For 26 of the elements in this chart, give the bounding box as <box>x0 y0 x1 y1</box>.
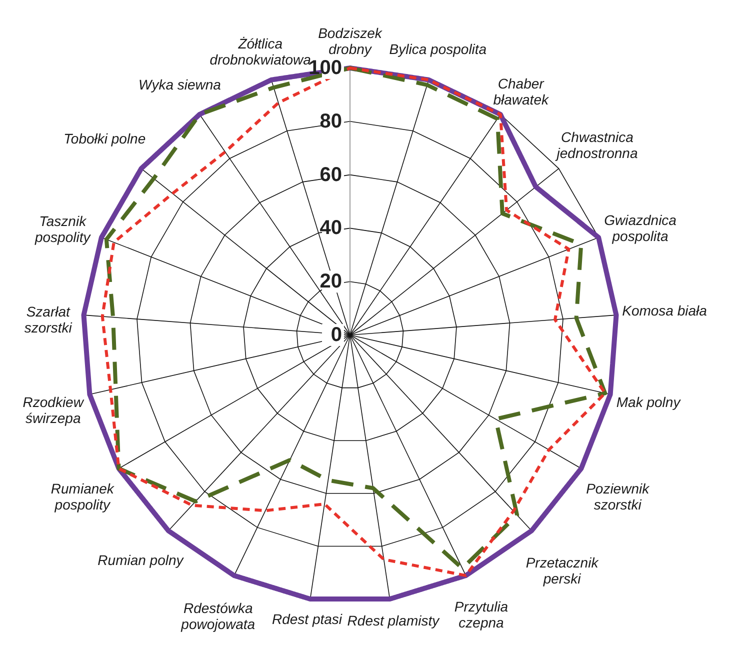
spoke-label: Chwastnica jednostronna <box>554 128 638 161</box>
spoke-label: Chaber bławatek <box>493 75 550 108</box>
spoke-label: Rumianek pospolity <box>50 480 115 512</box>
spoke-label: Żółtlica drobnokwiatowa <box>210 35 312 68</box>
spoke-label: Rdest plamisty <box>347 612 440 629</box>
spoke-label: Tasznik pospolity <box>34 213 92 246</box>
spoke-label: Szarłat szorstki <box>24 303 73 336</box>
spoke-label: Gwiazdnica pospolita <box>604 212 677 244</box>
y-tick-label: 40 <box>320 217 342 240</box>
y-tick-label: 0 <box>330 324 342 346</box>
spoke-label: Mak polny <box>616 394 682 410</box>
spoke-label: Rumian polny <box>98 552 184 568</box>
spoke-label: Bodziszek drobny <box>318 24 383 57</box>
y-tick-label: 20 <box>320 270 342 293</box>
spoke-label: Komosa biała <box>622 302 708 318</box>
spoke-label: Wyka siewna <box>138 76 222 92</box>
spoke-label: Rzodkiew świrzepa <box>22 394 84 426</box>
spoke-label: Przytulia czepna <box>454 598 508 631</box>
y-tick-label: 60 <box>320 164 342 186</box>
spoke-label: Bylica pospolita <box>389 40 487 57</box>
spoke-label: Rdest ptasi <box>272 611 343 628</box>
spoke-label: Tobołki polne <box>64 130 146 146</box>
y-tick-label: 80 <box>320 110 342 132</box>
spoke-label: Przetacznik perski <box>526 554 600 586</box>
spoke-label: Poziewnik szorstki <box>586 480 650 512</box>
spoke-label: Rdestówka powojowata <box>180 600 256 632</box>
